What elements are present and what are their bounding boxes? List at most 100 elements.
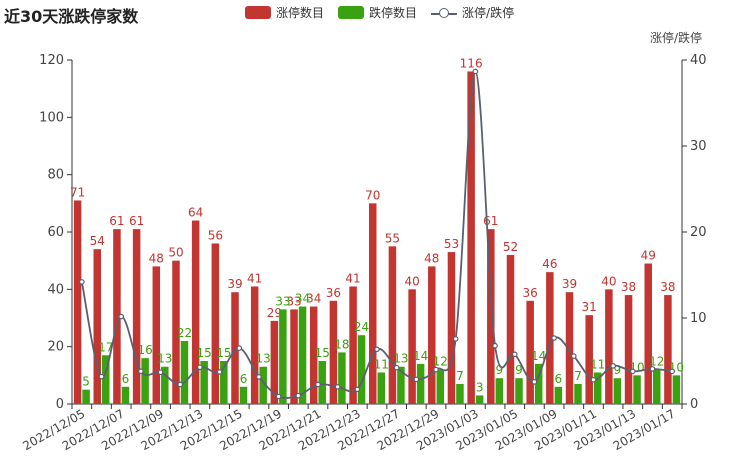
bar-limit-up: [664, 295, 672, 404]
bar-label-limit-down: 11: [374, 357, 389, 371]
bar-label-limit-down: 12: [649, 355, 664, 369]
bar-limit-down: [180, 340, 189, 404]
legend-item-ratio[interactable]: 涨停/跌停: [431, 4, 514, 21]
bar-limit-down: [338, 352, 346, 404]
bar-label-limit-up: 31: [582, 300, 597, 314]
ratio-point: [472, 68, 479, 75]
bar-limit-down: [102, 355, 110, 404]
ratio-point: [118, 313, 124, 320]
ratio-point: [649, 366, 656, 372]
ratio-point: [275, 393, 282, 400]
bar-limit-down: [357, 335, 366, 404]
y-left-tick-label: 100: [39, 110, 64, 125]
bar-limit-up: [73, 200, 82, 404]
y-right-tick-label: 30: [690, 139, 707, 154]
bar-limit-down: [298, 306, 307, 404]
bar-label-limit-up: 48: [149, 251, 164, 265]
ratio-point: [315, 381, 321, 388]
bar-label-limit-up: 39: [227, 277, 242, 291]
bar-label-limit-up: 49: [641, 249, 656, 263]
bar-limit-down: [259, 366, 267, 404]
legend-swatch-ratio: [431, 6, 458, 20]
bar-label-limit-down: 5: [82, 375, 90, 389]
legend: 涨停数目 跌停数目 涨停/跌停: [245, 4, 514, 21]
bar-label-limit-up: 41: [247, 271, 262, 285]
ratio-point: [531, 379, 538, 385]
bar-limit-up: [211, 243, 220, 404]
ratio-point: [551, 335, 557, 341]
ratio-point: [295, 392, 302, 399]
bar-limit-up: [349, 286, 357, 404]
bar-limit-down: [534, 363, 543, 404]
bar-label-limit-up: 64: [188, 206, 203, 220]
bar-label-limit-down: 18: [334, 337, 349, 351]
bar-limit-up: [447, 252, 456, 404]
bar-limit-up: [624, 295, 633, 404]
ratio-point: [197, 364, 203, 371]
ratio-point: [138, 368, 144, 375]
bar-limit-up: [231, 292, 239, 404]
bar-limit-up: [408, 289, 416, 404]
bar-limit-up: [506, 254, 515, 404]
legend-item-limit-down[interactable]: 跌停数目: [338, 4, 417, 21]
bar-label-limit-up: 70: [365, 188, 380, 202]
bar-label-limit-up: 40: [404, 274, 419, 288]
bar-limit-down: [436, 369, 445, 404]
bar-limit-up: [388, 246, 397, 404]
legend-item-limit-up[interactable]: 涨停数目: [245, 4, 324, 21]
ratio-point: [511, 351, 518, 358]
legend-swatch-limit-down: [338, 6, 365, 19]
bar-label-limit-up: 40: [601, 274, 616, 288]
bar-label-limit-up: 36: [326, 286, 341, 300]
bar-label-limit-up: 38: [621, 280, 636, 294]
ratio-point: [98, 373, 105, 380]
bar-limit-down: [593, 372, 602, 404]
ratio-point: [334, 383, 341, 390]
bar-limit-down: [416, 363, 425, 404]
bar-label-limit-up: 38: [660, 280, 675, 294]
bar-limit-up: [369, 203, 377, 404]
ratio-point: [452, 336, 459, 342]
bar-label-limit-down: 13: [256, 352, 271, 366]
ratio-point: [157, 369, 164, 376]
bar-label-limit-down: 17: [98, 340, 113, 354]
bar-label-limit-up: 33: [286, 294, 301, 308]
ratio-point: [374, 346, 380, 353]
bar-limit-up: [309, 306, 318, 404]
chart-title: 近30天涨跌停家数: [4, 7, 139, 26]
ratio-point: [79, 279, 85, 285]
ratio-point: [216, 369, 223, 375]
bar-label-limit-down: 6: [240, 372, 248, 386]
y-right-tick-label: 0: [690, 397, 698, 412]
bar-limit-up: [644, 263, 652, 404]
ratio-point: [177, 381, 184, 388]
legend-label-ratio: 涨停/跌停: [462, 6, 515, 20]
bar-limit-up: [526, 300, 534, 404]
bar-label-limit-down: 14: [413, 349, 428, 363]
bar-label-limit-up: 48: [424, 251, 439, 265]
y-right-tick-label: 40: [690, 53, 707, 68]
bar-label-limit-down: 33: [275, 294, 290, 308]
ratio-point: [669, 368, 675, 375]
y-left-tick-label: 80: [47, 168, 64, 183]
bar-label-limit-up: 55: [385, 231, 400, 245]
ratio-point: [354, 386, 361, 393]
bar-label-limit-down: 3: [476, 380, 484, 394]
bar-limit-down: [495, 378, 504, 404]
bar-limit-down: [554, 386, 563, 404]
bar-label-limit-up: 54: [90, 234, 105, 248]
bar-label-limit-up: 61: [129, 214, 144, 228]
bar-limit-down: [121, 386, 130, 404]
bar-limit-up: [93, 249, 102, 404]
bar-limit-up: [428, 266, 436, 404]
bar-label-limit-up: 41: [345, 271, 360, 285]
bar-label-limit-down: 7: [456, 369, 464, 383]
y-right-axis-label: 涨停/跌停: [650, 30, 702, 45]
bar-limit-up: [113, 229, 121, 404]
legend-label-limit-up: 涨停数目: [276, 6, 325, 20]
bar-label-limit-up: 56: [208, 228, 223, 242]
y-right-tick-label: 10: [690, 311, 707, 326]
ratio-point: [610, 363, 616, 369]
bar-limit-up: [152, 266, 161, 404]
bar-label-limit-down: 22: [177, 326, 192, 340]
